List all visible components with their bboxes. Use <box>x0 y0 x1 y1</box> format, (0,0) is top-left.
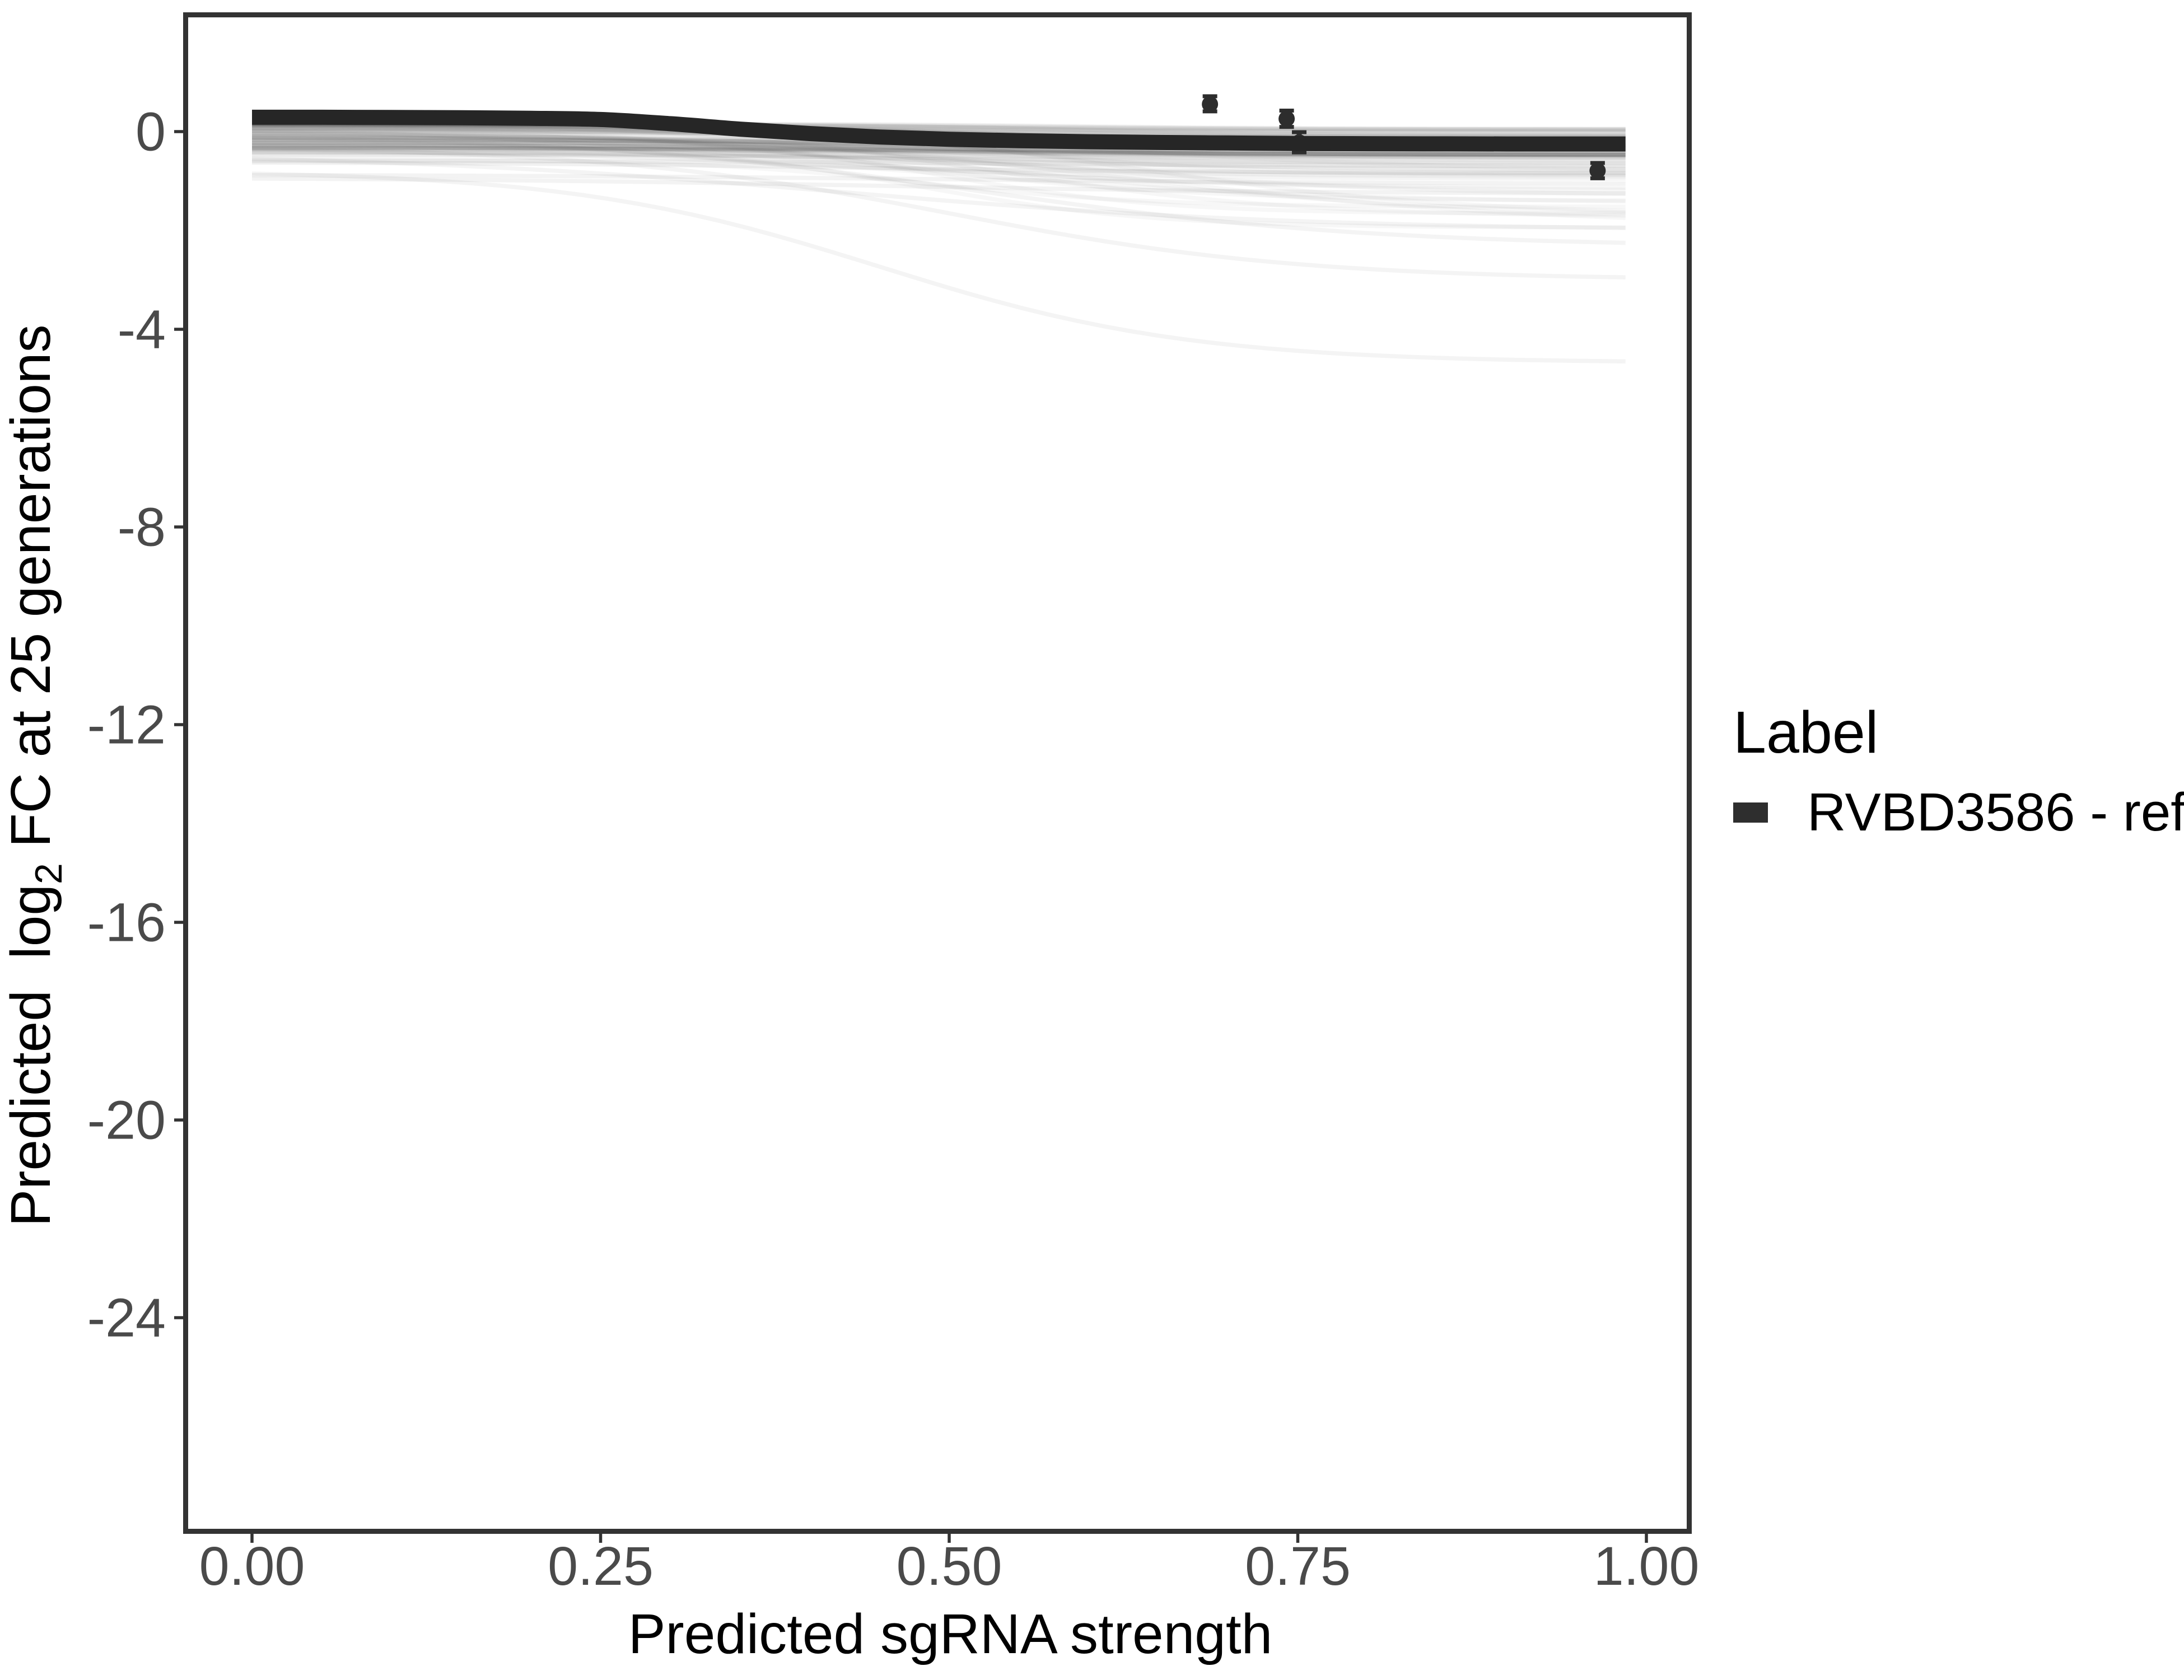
reference-line <box>251 109 1626 152</box>
ensemble-lines <box>251 122 1626 364</box>
ensemble-curve <box>251 150 1626 172</box>
ensemble-curve <box>252 124 1626 134</box>
y-tick-label: -12 <box>87 694 166 755</box>
ensemble-curve <box>251 171 1626 364</box>
error-bar-point <box>1278 108 1295 129</box>
ensemble-curve <box>251 122 1626 218</box>
ensemble-curve <box>252 127 1626 137</box>
plot-panel-border <box>183 12 1692 1534</box>
ensemble-curve <box>251 137 1626 192</box>
ensemble-curve <box>252 143 1626 157</box>
ensemble-curve <box>251 146 1626 156</box>
ensemble-curve <box>251 135 1626 179</box>
ensemble-curve <box>251 142 1626 214</box>
ensemble-curve <box>251 156 1626 230</box>
y-tick-label: -20 <box>87 1089 166 1151</box>
point-marker <box>1278 110 1295 127</box>
y-axis-title-subscript: 2 <box>27 863 70 885</box>
ensemble-curve <box>252 150 1626 160</box>
ensemble-curve <box>252 146 1626 157</box>
ensemble-curve <box>251 134 1626 168</box>
ensemble-curve <box>251 147 1626 280</box>
ensemble-curve <box>252 133 1626 156</box>
ensemble-curve <box>251 130 1626 196</box>
ensemble-curve <box>251 139 1626 157</box>
y-tick-label: -24 <box>87 1287 166 1348</box>
ensemble-curve <box>251 128 1626 190</box>
ensemble-curve <box>252 146 1626 158</box>
ensemble-curve <box>252 147 1626 157</box>
y-tick-label: -4 <box>117 298 166 360</box>
ensemble-curve <box>251 148 1626 181</box>
legend-key-swatch <box>1733 802 1768 823</box>
x-axis-title: Predicted sgRNA strength <box>628 1603 1273 1665</box>
ensemble-curve <box>251 146 1626 157</box>
point-marker <box>1589 162 1606 179</box>
ensemble-curve <box>251 141 1626 164</box>
ensemble-curve <box>251 157 1626 209</box>
y-axis-title-suffix: FC at 25 generations <box>0 324 62 864</box>
ensemble-curve <box>251 132 1626 216</box>
ensemble-curve <box>252 125 1626 139</box>
x-tick-label: 0.50 <box>896 1536 1002 1597</box>
legend: Label RVBD3586 - ref <box>1733 699 2184 839</box>
x-tick-label: 0.25 <box>548 1536 654 1597</box>
ensemble-curve <box>251 132 1626 220</box>
ensemble-curve <box>251 123 1626 136</box>
y-axis-title: Predicted log2 FC at 25 generations <box>0 324 70 1227</box>
ensemble-curve <box>251 176 1626 196</box>
x-tick-label: 1.00 <box>1593 1536 1700 1597</box>
ensemble-curve <box>252 158 1626 169</box>
y-tick-label: -8 <box>117 496 166 558</box>
legend-title: Label <box>1733 699 1879 766</box>
ensemble-curve <box>251 160 1626 175</box>
axis-tick-marks <box>174 130 1648 1543</box>
legend-entry: RVBD3586 - ref <box>1733 786 2184 839</box>
error-bar-point <box>1202 94 1219 114</box>
ensemble-curve <box>251 133 1626 177</box>
legend-entry-label: RVBD3586 - ref <box>1807 782 2184 842</box>
ensemble-curve <box>252 148 1626 158</box>
point-marker <box>1202 96 1219 113</box>
y-tick-label: 0 <box>136 101 166 162</box>
ensemble-curve <box>252 152 1626 165</box>
error-bar-point <box>1589 161 1606 180</box>
ensemble-curve <box>251 142 1626 230</box>
ensemble-curve <box>251 144 1626 160</box>
ensemble-curve <box>251 143 1626 204</box>
x-tick-label: 0.75 <box>1245 1536 1351 1597</box>
y-tick-label: -16 <box>87 892 166 953</box>
ensemble-curve <box>251 124 1626 203</box>
ensemble-curve <box>251 172 1626 186</box>
y-axis-title-prefix: Predicted log <box>0 884 62 1227</box>
ensemble-curve <box>251 135 1626 245</box>
ensemble-curve <box>251 125 1626 138</box>
x-tick-label: 0.00 <box>199 1536 305 1597</box>
ensemble-curve <box>252 144 1626 160</box>
